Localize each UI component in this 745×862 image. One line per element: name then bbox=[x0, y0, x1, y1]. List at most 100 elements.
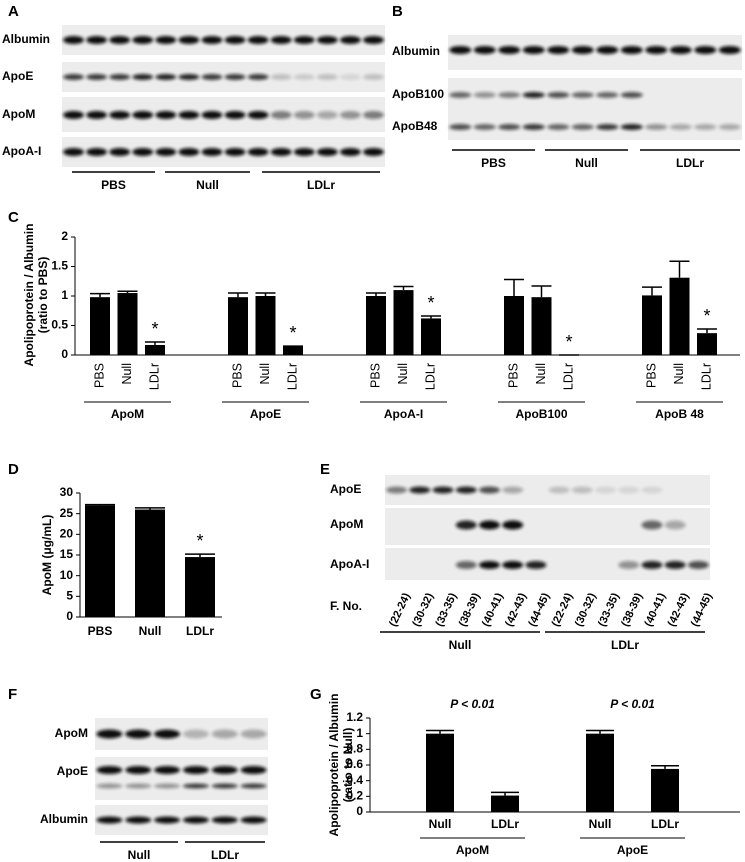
y-tick-label: 15 bbox=[60, 547, 74, 561]
blot-band bbox=[571, 124, 594, 130]
blot-band bbox=[548, 486, 570, 494]
x-tick-label: PBS bbox=[644, 363, 658, 388]
blot-band bbox=[211, 783, 238, 789]
blot-band bbox=[240, 766, 267, 774]
x-tick-label: Null bbox=[429, 817, 452, 831]
blot-band bbox=[182, 766, 209, 774]
blot-band bbox=[687, 561, 709, 569]
y-tick-label: 0 bbox=[356, 804, 363, 818]
row-label: ApoM bbox=[2, 107, 35, 121]
row-label: ApoE bbox=[330, 482, 361, 496]
blot-band bbox=[182, 729, 209, 739]
annotation: P < 0.01 bbox=[610, 697, 655, 711]
blot-band bbox=[479, 561, 500, 569]
y-tick-label: 1.2 bbox=[346, 710, 363, 724]
fraction-label: (44-45) bbox=[689, 591, 715, 629]
bar bbox=[185, 557, 215, 617]
group-label: ApoE bbox=[617, 843, 648, 857]
annotation: P < 0.01 bbox=[450, 697, 495, 711]
blot-band bbox=[182, 816, 209, 824]
blot-band bbox=[525, 561, 547, 569]
blot-band bbox=[224, 111, 246, 119]
row-label: ApoE bbox=[57, 764, 88, 778]
blot-band bbox=[502, 520, 524, 530]
blot-band bbox=[125, 783, 152, 789]
blot-band bbox=[641, 486, 663, 494]
blot-band bbox=[718, 124, 741, 130]
bar bbox=[651, 768, 679, 812]
y-tick-label: 0.5 bbox=[51, 318, 68, 332]
blot-band bbox=[409, 486, 431, 494]
bar bbox=[117, 293, 138, 355]
blot-band bbox=[502, 561, 524, 569]
group-label: LDLr bbox=[676, 156, 704, 170]
blot-band bbox=[547, 46, 570, 54]
group-label: LDLr bbox=[611, 638, 639, 652]
blot-strip bbox=[95, 757, 268, 800]
blot-band bbox=[455, 486, 477, 494]
blot-band bbox=[498, 46, 521, 54]
bar bbox=[421, 318, 441, 355]
blot-band bbox=[694, 124, 717, 130]
blot-band bbox=[63, 111, 84, 119]
y-tick-label: 2 bbox=[61, 229, 68, 243]
group-label: ApoM bbox=[456, 843, 489, 857]
y-axis-label: (ratio to Null) bbox=[341, 728, 355, 803]
blot-band bbox=[316, 36, 338, 44]
blot-band bbox=[620, 92, 643, 98]
blot-band bbox=[155, 36, 177, 44]
blot-band bbox=[109, 36, 131, 44]
blot-band bbox=[718, 46, 741, 54]
group-label: PBS bbox=[101, 178, 126, 192]
blot-band bbox=[201, 36, 223, 44]
bar bbox=[283, 346, 303, 355]
y-axis-label: (ratio to PBS) bbox=[36, 257, 50, 334]
blot-band bbox=[211, 816, 238, 824]
blot-band bbox=[596, 92, 619, 98]
blot-band bbox=[641, 561, 663, 569]
blot-band bbox=[178, 74, 200, 80]
fraction-label: (42-43) bbox=[503, 591, 529, 629]
blot-band bbox=[479, 486, 500, 494]
blot-band bbox=[247, 111, 269, 119]
bar bbox=[366, 296, 386, 355]
blot-band bbox=[473, 92, 496, 98]
blot-band bbox=[247, 74, 269, 80]
bar bbox=[228, 297, 248, 355]
blot-band bbox=[669, 124, 692, 130]
blot-band bbox=[224, 148, 246, 156]
y-tick-label: 25 bbox=[60, 506, 74, 520]
y-tick-label: 1.5 bbox=[51, 259, 68, 273]
blot-band bbox=[86, 148, 107, 156]
blot-band bbox=[109, 74, 131, 80]
x-tick-label: PBS bbox=[88, 624, 113, 638]
blot-band bbox=[224, 74, 246, 80]
blot-band bbox=[522, 92, 545, 98]
row-label: Albumin bbox=[392, 44, 440, 58]
row-label: Albumin bbox=[2, 32, 50, 46]
bar bbox=[90, 297, 110, 355]
blot-band bbox=[498, 92, 521, 98]
y-tick-label: 0.4 bbox=[346, 773, 363, 787]
blot-band bbox=[473, 124, 496, 130]
blot-band bbox=[247, 148, 269, 156]
blot-band bbox=[498, 124, 521, 130]
blot-band bbox=[132, 111, 154, 119]
blot-band bbox=[449, 124, 472, 130]
blot-band bbox=[96, 783, 123, 789]
group-label: Null bbox=[128, 848, 151, 862]
row-label: Albumin bbox=[40, 812, 88, 826]
panel-letter: G bbox=[310, 686, 322, 703]
blot-band bbox=[240, 816, 267, 824]
blot-band bbox=[201, 148, 223, 156]
blot-band bbox=[224, 36, 246, 44]
blot-band bbox=[109, 111, 131, 119]
blot-band bbox=[620, 124, 643, 130]
blot-band bbox=[386, 486, 408, 494]
bar bbox=[255, 296, 276, 355]
group-label: LDLr bbox=[307, 178, 335, 192]
panel-letter: D bbox=[8, 461, 19, 478]
blot-band bbox=[178, 111, 200, 119]
blot-strip bbox=[95, 805, 268, 835]
